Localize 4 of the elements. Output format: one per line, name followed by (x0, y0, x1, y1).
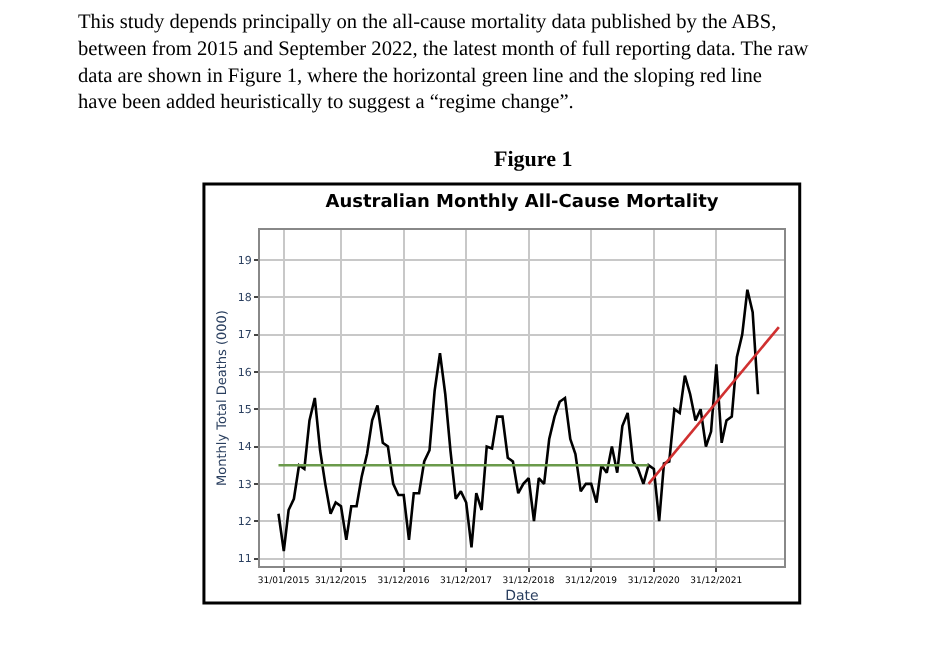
text: This study depends principally on the all-cause mortality data published by the ABS, between from 2015 and September 2022, the latest month of full reporting data. The raw data are shown in Figure 1, where the horizontal green line and the sloping red line have been added heuristically to suggest a “regime change”. (78, 12, 810, 115)
line-series (277, 288, 760, 553)
caption: Figure 1 (494, 148, 573, 172)
chart-title: Australian Monthly All-Cause Mortality (325, 192, 719, 213)
